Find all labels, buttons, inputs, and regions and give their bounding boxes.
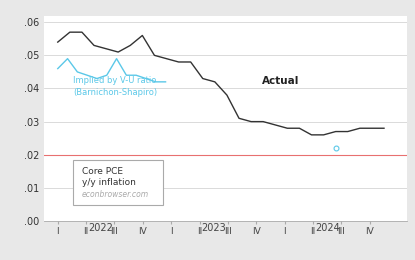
Text: econbrowser.com: econbrowser.com xyxy=(82,190,149,199)
Text: 2024: 2024 xyxy=(315,223,339,233)
FancyBboxPatch shape xyxy=(73,160,164,205)
Text: Actual: Actual xyxy=(262,75,299,86)
Text: Implied by V-U ratio
(Barnichon-Shapiro): Implied by V-U ratio (Barnichon-Shapiro) xyxy=(73,76,157,97)
Text: Core PCE
y/y inflation: Core PCE y/y inflation xyxy=(82,167,136,187)
Text: 2022: 2022 xyxy=(88,223,113,233)
Text: 2023: 2023 xyxy=(201,223,226,233)
